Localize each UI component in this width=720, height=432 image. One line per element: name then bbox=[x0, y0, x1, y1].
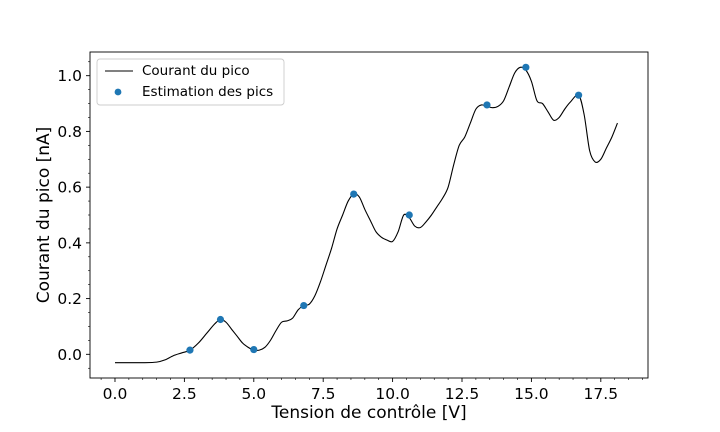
peak-point bbox=[186, 346, 194, 354]
y-tick-label: 0.8 bbox=[57, 123, 82, 141]
x-tick-label: 7.5 bbox=[311, 385, 336, 403]
peak-point bbox=[483, 101, 491, 109]
peak-point bbox=[405, 211, 413, 219]
peak-point bbox=[300, 301, 308, 310]
legend-label-scatter: Estimation des pics bbox=[142, 84, 273, 100]
y-tick-label: 1.0 bbox=[57, 67, 82, 85]
y-tick-label: 0.0 bbox=[57, 346, 82, 364]
peak-point bbox=[216, 315, 225, 324]
x-axis-title: Tension de contrôle [V] bbox=[270, 403, 466, 423]
series-line-courant-du-pico bbox=[114, 66, 618, 364]
peak-point bbox=[350, 190, 358, 198]
legend-label-line: Courant du pico bbox=[142, 63, 250, 79]
x-tick-label: 5.0 bbox=[241, 385, 266, 403]
peak-point bbox=[522, 63, 530, 71]
axis-ticks: 0.0 2.5 5.0 7.5 10.0 12.5 15.0 17.5 0.0 0.2 0.4 0.6… bbox=[57, 61, 643, 403]
peak-point bbox=[250, 345, 258, 354]
y-tick-label: 0.4 bbox=[57, 234, 82, 252]
series-layer bbox=[114, 63, 618, 364]
plot-area bbox=[89, 51, 649, 379]
y-tick-label: 0.6 bbox=[57, 179, 82, 197]
peak-point bbox=[574, 91, 583, 99]
legend: Courant du pico Estimation des pics bbox=[96, 58, 285, 106]
x-tick-label: 10.0 bbox=[375, 385, 410, 403]
x-tick-label: 15.0 bbox=[514, 385, 549, 403]
x-tick-label: 2.5 bbox=[172, 385, 197, 403]
x-tick-label: 12.5 bbox=[445, 385, 480, 403]
y-tick-label: 0.2 bbox=[57, 290, 82, 308]
x-tick-label: 0.0 bbox=[103, 385, 128, 403]
legend-marker-scatter bbox=[114, 88, 122, 96]
y-axis-title: Courant du pico [nA] bbox=[34, 127, 54, 304]
legend-box bbox=[96, 58, 285, 106]
x-tick-label: 17.5 bbox=[584, 385, 619, 403]
